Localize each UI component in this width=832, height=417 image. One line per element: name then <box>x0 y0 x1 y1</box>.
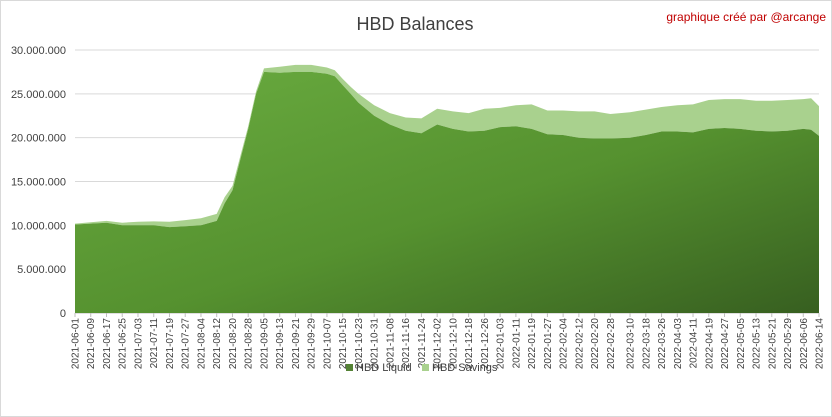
x-tick-label: 2021-08-04 <box>197 318 208 370</box>
x-tick-label: 2021-10-31 <box>370 318 381 370</box>
x-tick-label: 2021-12-26 <box>480 318 491 370</box>
x-tick-label: 2021-06-09 <box>86 318 97 370</box>
x-tick-label: 2022-06-14 <box>815 318 826 370</box>
x-tick-label: 2021-09-13 <box>275 318 286 370</box>
x-tick-label: 2021-11-16 <box>401 318 412 369</box>
x-tick-label: 2022-05-21 <box>767 318 778 370</box>
x-tick-label: 2022-03-26 <box>657 318 668 370</box>
x-tick-label: 2021-07-03 <box>134 318 145 370</box>
x-tick-label: 2021-08-28 <box>244 318 255 370</box>
x-tick-label: 2021-07-11 <box>149 318 160 369</box>
x-tick-label: 2021-09-05 <box>260 318 271 370</box>
x-tick-label: 2022-03-10 <box>626 318 637 370</box>
y-axis-ticks: 0 5.000.000 10.000.000 15.000.000 20.000.000… <box>11 45 66 320</box>
x-tick-label: 2021-09-29 <box>307 318 318 370</box>
x-tick-label: 2021-09-21 <box>291 318 302 370</box>
x-tick-label: 2022-02-28 <box>606 318 617 370</box>
x-tick-label: 2021-06-25 <box>118 318 129 370</box>
x-tick-label: 2021-10-15 <box>338 318 349 370</box>
plot-area <box>75 64 819 314</box>
x-tick-label: 2022-04-19 <box>704 318 715 370</box>
credit-annotation: graphique créé par @arcange <box>666 10 826 24</box>
x-tick-label: 2022-06-06 <box>799 318 810 370</box>
x-tick-label: 2021-07-19 <box>165 318 176 370</box>
x-tick-label: 2021-12-18 <box>464 318 475 370</box>
x-tick-label: 2022-03-18 <box>641 318 652 370</box>
y-tick-label: 10.000.000 <box>11 220 66 232</box>
x-tick-label: 2022-04-11 <box>689 318 700 369</box>
x-tick-label: 2022-02-12 <box>574 318 585 370</box>
x-tick-label: 2021-08-12 <box>212 318 223 370</box>
x-tick-label: 2022-05-29 <box>783 318 794 370</box>
x-tick-label: 2022-02-20 <box>590 318 601 370</box>
x-tick-label: 2022-01-27 <box>543 318 554 370</box>
legend: HBD Liquid HBD Savings <box>346 362 498 374</box>
x-tick-label: 2022-04-03 <box>673 318 684 370</box>
x-tick-label: 2021-08-20 <box>228 318 239 370</box>
x-tick-label: 2021-10-23 <box>354 318 365 370</box>
x-tick-label: 2021-06-01 <box>71 318 82 370</box>
x-tick-label: 2022-01-11 <box>511 318 522 369</box>
x-tick-label: 2021-11-08 <box>385 318 396 369</box>
x-tick-label: 2021-06-17 <box>102 318 113 370</box>
y-tick-label: 25.000.000 <box>11 89 66 101</box>
series-area-hbd-liquid <box>75 71 819 314</box>
x-tick-label: 2021-12-10 <box>448 318 459 370</box>
y-tick-label: 20.000.000 <box>11 133 66 145</box>
x-tick-label: 2021-10-07 <box>322 318 333 370</box>
legend-swatch-hbd-savings <box>422 364 429 371</box>
legend-swatch-hbd-liquid <box>346 364 353 371</box>
chart-title: HBD Balances <box>356 14 473 34</box>
x-axis-ticks: 2021-06-01 2021-06-09 2021-06-17 2021-06-25… <box>71 313 826 369</box>
x-tick-label: 2022-02-04 <box>559 318 570 370</box>
y-tick-label: 15.000.000 <box>11 177 66 189</box>
x-tick-label: 2021-07-27 <box>181 318 192 370</box>
y-tick-label: 5.000.000 <box>17 264 66 276</box>
legend-label-hbd-liquid: HBD Liquid <box>356 362 412 374</box>
y-tick-label: 30.000.000 <box>11 45 66 57</box>
x-tick-label: 2021-11-24 <box>417 318 428 369</box>
legend-label-hbd-savings: HBD Savings <box>432 362 498 374</box>
x-tick-label: 2022-04-27 <box>720 318 731 370</box>
x-tick-label: 2022-01-03 <box>496 318 507 370</box>
x-tick-label: 2022-05-13 <box>752 318 763 370</box>
x-tick-label: 2022-01-19 <box>527 318 538 370</box>
x-tick-label: 2022-05-05 <box>736 318 747 370</box>
y-tick-label: 0 <box>60 308 66 320</box>
x-tick-label: 2021-12-02 <box>433 318 444 370</box>
